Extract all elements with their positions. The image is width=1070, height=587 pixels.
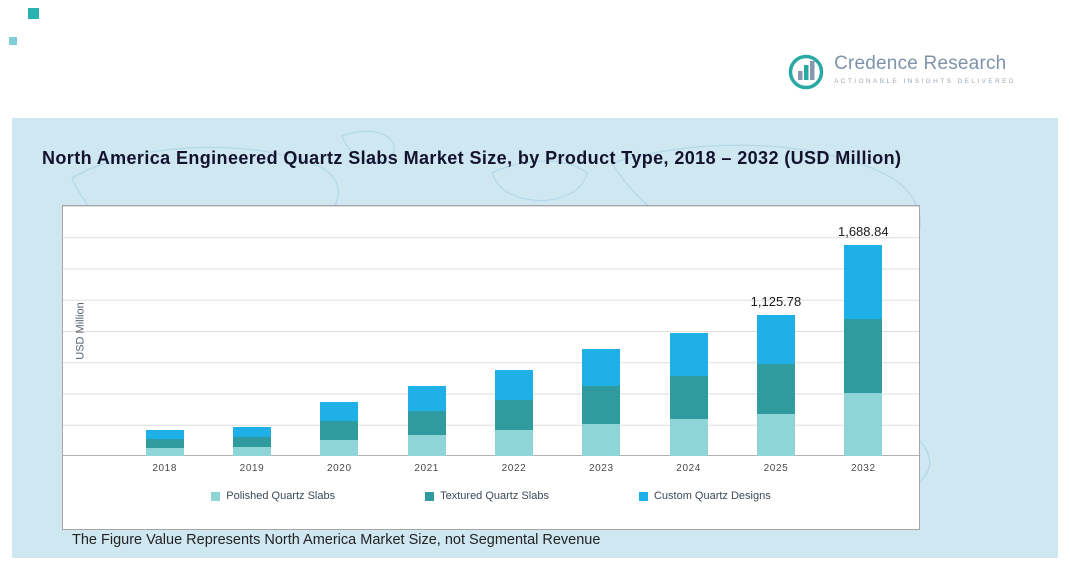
bar-segment-textured-quartz-slabs (494, 399, 533, 431)
bar-column-2022: 2022 (470, 206, 557, 482)
chart-legend: Polished Quartz Slabs Textured Quartz Sla… (63, 490, 919, 502)
bar-segment-polished-quartz-slabs (756, 413, 795, 456)
bar-total-label: 1,125.78 (750, 294, 802, 309)
bar-column-2025: 1,125.78 2025 (732, 206, 819, 482)
legend-swatch (638, 491, 648, 501)
legend-item: Textured Quartz Slabs (425, 490, 549, 502)
bar-segment-custom-quartz-designs (232, 426, 271, 437)
bar-segment-textured-quartz-slabs (407, 410, 446, 435)
stacked-bar (582, 348, 621, 456)
legend-label: Textured Quartz Slabs (440, 490, 549, 502)
stacked-bar (145, 429, 184, 456)
bar-segment-polished-quartz-slabs (407, 435, 446, 456)
x-axis-label: 2032 (850, 462, 876, 474)
legend-item: Polished Quartz Slabs (211, 490, 335, 502)
bar-stack-wrap (558, 206, 645, 456)
bar-segment-textured-quartz-slabs (232, 436, 271, 448)
legend-label: Custom Quartz Designs (653, 490, 771, 502)
bar-column-2020: 2020 (296, 206, 383, 482)
y-axis-title: USD Million (75, 302, 87, 360)
stacked-bar (494, 369, 533, 456)
bar-column-2032: 1,688.84 2032 (820, 206, 907, 482)
stacked-bar (844, 244, 883, 456)
bar-segment-textured-quartz-slabs (582, 386, 621, 424)
legend-label: Polished Quartz Slabs (226, 490, 336, 502)
x-axis-label: 2025 (763, 462, 789, 474)
x-axis-label: 2023 (588, 462, 614, 474)
logo-name: Credence Research (834, 53, 1007, 74)
bar-stack-wrap (296, 206, 383, 456)
logo-tagline: Actionable Insights Delivered (834, 78, 1016, 85)
chart-area: USD Million 2018 2019 2020 2021 2022 2023 2024… (62, 205, 920, 530)
bar-segment-custom-quartz-designs (756, 315, 795, 365)
x-axis-label: 2019 (239, 462, 265, 474)
bar-column-2019: 2019 (208, 206, 295, 482)
chart-footnote: The Figure Value Represents North Americ… (72, 532, 601, 548)
x-axis-label: 2022 (501, 462, 527, 474)
bar-segment-textured-quartz-slabs (844, 318, 883, 393)
bar-total-label: 1,688.84 (837, 224, 889, 239)
bar-stack-wrap (383, 206, 470, 456)
bar-segment-textured-quartz-slabs (756, 364, 795, 414)
bars-container: 2018 2019 2020 2021 2022 2023 2024 1,125.78 2025… (121, 206, 907, 482)
bar-column-2023: 2023 (558, 206, 645, 482)
bar-column-2018: 2018 (121, 206, 208, 482)
bar-segment-polished-quartz-slabs (582, 423, 621, 456)
bar-chart-logo-icon (786, 52, 826, 97)
bar-stack-wrap (121, 206, 208, 456)
bar-segment-custom-quartz-designs (494, 369, 533, 400)
stacked-bar (756, 315, 795, 456)
bar-segment-custom-quartz-designs (582, 348, 621, 387)
x-axis-label: 2024 (676, 462, 701, 474)
bar-segment-custom-quartz-designs (669, 332, 708, 376)
x-axis-label: 2018 (152, 462, 177, 474)
bar-segment-textured-quartz-slabs (320, 421, 359, 440)
stacked-bar (669, 332, 708, 456)
chart-title: North America Engineered Quartz Slabs Ma… (42, 148, 902, 168)
bar-segment-textured-quartz-slabs (145, 438, 184, 449)
legend-swatch (211, 491, 221, 501)
bar-segment-textured-quartz-slabs (669, 376, 708, 419)
bar-segment-custom-quartz-designs (145, 429, 184, 439)
stacked-bar (232, 426, 271, 456)
bar-segment-custom-quartz-designs (407, 386, 446, 411)
bar-column-2021: 2021 (383, 206, 470, 482)
stacked-bar (407, 386, 446, 456)
bar-segment-polished-quartz-slabs (145, 448, 184, 456)
bar-segment-custom-quartz-designs (844, 244, 883, 319)
legend-item: Custom Quartz Designs (638, 490, 771, 502)
bar-stack-wrap: 1,125.78 (732, 206, 819, 456)
bar-stack-wrap: 1,688.84 (820, 206, 907, 456)
x-axis-label: 2021 (414, 462, 439, 474)
y-axis: USD Million (63, 206, 99, 456)
credence-research-logo: Credence Research Actionable Insights De… (786, 52, 1016, 97)
bar-stack-wrap (470, 206, 557, 456)
stacked-bar (320, 402, 359, 456)
decorative-square-teal (28, 8, 39, 19)
bar-segment-polished-quartz-slabs (494, 430, 533, 456)
bar-stack-wrap (208, 206, 295, 456)
legend-swatch (425, 491, 435, 501)
bar-segment-polished-quartz-slabs (669, 419, 708, 456)
decorative-square-light (9, 37, 17, 45)
bar-segment-polished-quartz-slabs (320, 439, 359, 456)
bar-segment-polished-quartz-slabs (232, 447, 271, 456)
bar-stack-wrap (645, 206, 732, 456)
bar-segment-custom-quartz-designs (320, 402, 359, 422)
bar-segment-polished-quartz-slabs (844, 392, 883, 456)
bar-column-2024: 2024 (645, 206, 732, 482)
x-axis-label: 2020 (326, 462, 352, 474)
chart-panel: North America Engineered Quartz Slabs Ma… (12, 118, 1058, 558)
